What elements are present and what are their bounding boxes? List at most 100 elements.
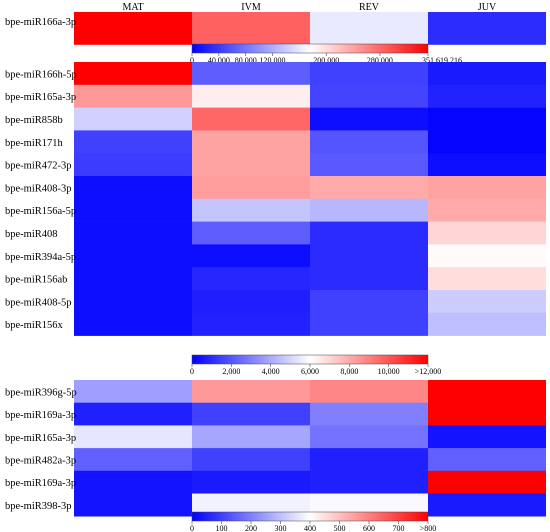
- row-label: bpe-miR396g-5p: [5, 387, 77, 398]
- heatmap-cell: [428, 221, 546, 245]
- heatmap-cell: [192, 448, 310, 472]
- heatmap-cell: [192, 176, 310, 200]
- heatmap-cell: [74, 12, 192, 45]
- scale-tick-label: 10,000: [378, 367, 400, 376]
- column-header: IVM: [241, 2, 261, 13]
- heatmap-cell: [310, 402, 428, 426]
- heatmap-cell: [192, 221, 310, 245]
- heatmap-cell: [74, 448, 192, 472]
- scale-tick-label: >800: [420, 524, 437, 532]
- row-label: bpe-miR169a-3p: [5, 410, 76, 421]
- row-label: bpe-miR171h: [5, 138, 63, 149]
- heatmap-cell: [74, 425, 192, 449]
- heatmap-cell: [428, 312, 546, 336]
- scale-tick-label: 40,000: [208, 56, 230, 65]
- heatmap-cell: [310, 62, 428, 86]
- heatmap-cell: [428, 267, 546, 291]
- color-scale-bar: [191, 43, 429, 54]
- row-label: bpe-miR166a-3p: [5, 17, 76, 28]
- heatmap-block-2: bpe-miR166h-5p bpe-miR165a-3p bpe-miR858b b…: [5, 62, 546, 376]
- heatmap-cell: [310, 244, 428, 268]
- heatmap-cell: [428, 244, 546, 268]
- heatmap-cell: [310, 312, 428, 336]
- heatmap-cell: [74, 493, 192, 517]
- heatmap-cell: [192, 312, 310, 336]
- heatmap-cell: [428, 153, 546, 177]
- heatmap-cell: [428, 12, 546, 45]
- scale-tick-label: 0: [190, 56, 194, 65]
- heatmap-cell: [74, 107, 192, 131]
- heatmap-cell: [428, 290, 546, 314]
- scale-tick-label: 80,000: [235, 56, 257, 65]
- heatmap-cell: [192, 130, 310, 154]
- scale-tick-label: 300: [275, 524, 287, 532]
- row-label: bpe-miR166h-5p: [5, 69, 77, 80]
- heatmap-cell: [428, 380, 546, 403]
- color-scale-bar: [191, 511, 429, 522]
- heatmap-cell: [74, 153, 192, 177]
- row-label: bpe-miR408-5p: [5, 297, 72, 308]
- row-label: bpe-miR165a-3p: [5, 433, 76, 444]
- heatmap-cell: [192, 267, 310, 291]
- heatmap-cell: [74, 221, 192, 245]
- heatmap-cell: [310, 380, 428, 403]
- scale-tick-label: 0: [190, 367, 194, 376]
- column-header: JUV: [478, 2, 497, 13]
- heatmap-cell: [74, 380, 192, 403]
- heatmap-cell: [428, 493, 546, 517]
- heatmap-cell: [192, 290, 310, 314]
- scale-tick-label: 2,000: [222, 367, 240, 376]
- row-label: bpe-miR482a-3p: [5, 455, 76, 466]
- heatmap-cell: [310, 153, 428, 177]
- heatmap-block-3: bpe-miR396g-5p bpe-miR169a-3p bpe-miR165a-…: [5, 380, 546, 532]
- color-scale-bar: [191, 354, 429, 365]
- heatmap-cell: [74, 312, 192, 336]
- scale-tick-label: 0: [190, 524, 194, 532]
- heatmap-cell: [74, 130, 192, 154]
- scale-tick-label: 6,000: [301, 367, 319, 376]
- heatmap-cell: [192, 12, 310, 45]
- heatmap-cell: [192, 380, 310, 403]
- heatmap-cell: [310, 107, 428, 131]
- row-label: bpe-miR408-3p: [5, 183, 72, 194]
- heatmap-cell: [192, 470, 310, 494]
- row-label: bpe-miR156x: [5, 320, 63, 331]
- row-label: bpe-miR408: [5, 229, 58, 240]
- row-label: bpe-miR394a-5p: [5, 252, 76, 263]
- heatmap-cell: [74, 470, 192, 494]
- heatmap-cell: [310, 290, 428, 314]
- heatmap-cell: [428, 425, 546, 449]
- row-label: bpe-miR398-3p: [5, 501, 72, 512]
- heatmap-cell: [310, 176, 428, 200]
- scale-tick-label: 120,000: [260, 56, 286, 65]
- heatmap-cell: [192, 425, 310, 449]
- scale-tick-label: 600: [363, 524, 375, 532]
- heatmap-cell: [428, 198, 546, 222]
- heatmap-cell: [428, 402, 546, 426]
- scale-tick-label: 8,000: [340, 367, 358, 376]
- heatmap-cell: [428, 62, 546, 86]
- heatmap-cell: [192, 107, 310, 131]
- heatmap-cell: [428, 176, 546, 200]
- scale-tick-label: 100: [216, 524, 228, 532]
- scale-tick-label: 400: [304, 524, 316, 532]
- scale-tick-label: 280,000: [367, 56, 393, 65]
- scale-tick-label: 4,000: [262, 367, 280, 376]
- heatmap-cell: [74, 198, 192, 222]
- heatmap-cell: [310, 267, 428, 291]
- heatmap-cell: [192, 402, 310, 426]
- row-label: bpe-miR858b: [5, 115, 63, 126]
- heatmap-cell: [428, 470, 546, 494]
- heatmap-cell: [428, 448, 546, 472]
- heatmap-cell: [74, 267, 192, 291]
- heatmap-cell: [192, 244, 310, 268]
- heatmap-cell: [74, 62, 192, 86]
- heatmap-cell: [310, 198, 428, 222]
- row-label: bpe-miR472-3p: [5, 161, 72, 172]
- scale-tick-label: 200: [245, 524, 257, 532]
- heatmap-cell: [192, 153, 310, 177]
- scale-tick-label: 200,000: [313, 56, 339, 65]
- heatmap-cell: [74, 290, 192, 314]
- scale-tick-label: 500: [334, 524, 346, 532]
- heatmap-cell: [74, 176, 192, 200]
